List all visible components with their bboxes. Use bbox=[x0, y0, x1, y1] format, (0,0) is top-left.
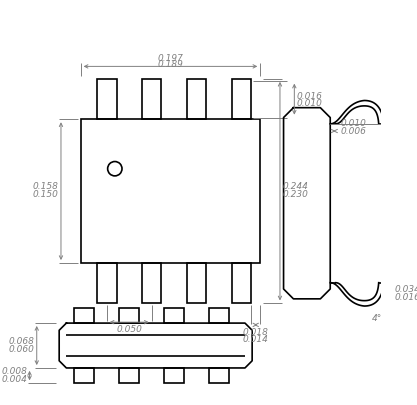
Text: 0.244: 0.244 bbox=[282, 182, 308, 191]
Text: 0.189: 0.189 bbox=[158, 60, 183, 69]
Text: 0.060: 0.060 bbox=[8, 345, 35, 354]
Text: 0.158: 0.158 bbox=[33, 182, 59, 191]
Text: 0.016: 0.016 bbox=[296, 92, 322, 101]
Bar bbox=[231, 263, 251, 303]
Text: 0.014: 0.014 bbox=[243, 335, 269, 344]
Text: 0.068: 0.068 bbox=[8, 337, 35, 345]
Bar bbox=[209, 368, 229, 383]
Bar bbox=[75, 368, 94, 383]
Bar bbox=[209, 308, 229, 323]
Text: 0.150: 0.150 bbox=[33, 190, 59, 199]
Bar bbox=[164, 368, 184, 383]
Bar bbox=[119, 368, 139, 383]
Text: 0.230: 0.230 bbox=[282, 190, 308, 199]
Text: 0.197: 0.197 bbox=[158, 54, 183, 63]
Bar bbox=[142, 79, 161, 119]
Bar bbox=[231, 79, 251, 119]
Text: 0.004: 0.004 bbox=[1, 375, 27, 384]
Text: 4°: 4° bbox=[372, 314, 382, 323]
Bar bbox=[75, 308, 94, 323]
Text: 0.010: 0.010 bbox=[341, 119, 367, 128]
Bar bbox=[97, 79, 117, 119]
Text: 0.018: 0.018 bbox=[243, 328, 269, 337]
Bar bbox=[187, 79, 206, 119]
Bar bbox=[187, 263, 206, 303]
Bar bbox=[81, 119, 260, 263]
Bar bbox=[97, 263, 117, 303]
Text: 0.050: 0.050 bbox=[116, 325, 142, 334]
Text: 0.010: 0.010 bbox=[296, 99, 322, 108]
Bar bbox=[142, 263, 161, 303]
Text: 0.006: 0.006 bbox=[341, 126, 367, 136]
Text: 0.016: 0.016 bbox=[394, 294, 417, 303]
Bar bbox=[119, 308, 139, 323]
Text: 0.034: 0.034 bbox=[394, 286, 417, 294]
Bar bbox=[164, 308, 184, 323]
Text: 0.008: 0.008 bbox=[1, 367, 27, 375]
